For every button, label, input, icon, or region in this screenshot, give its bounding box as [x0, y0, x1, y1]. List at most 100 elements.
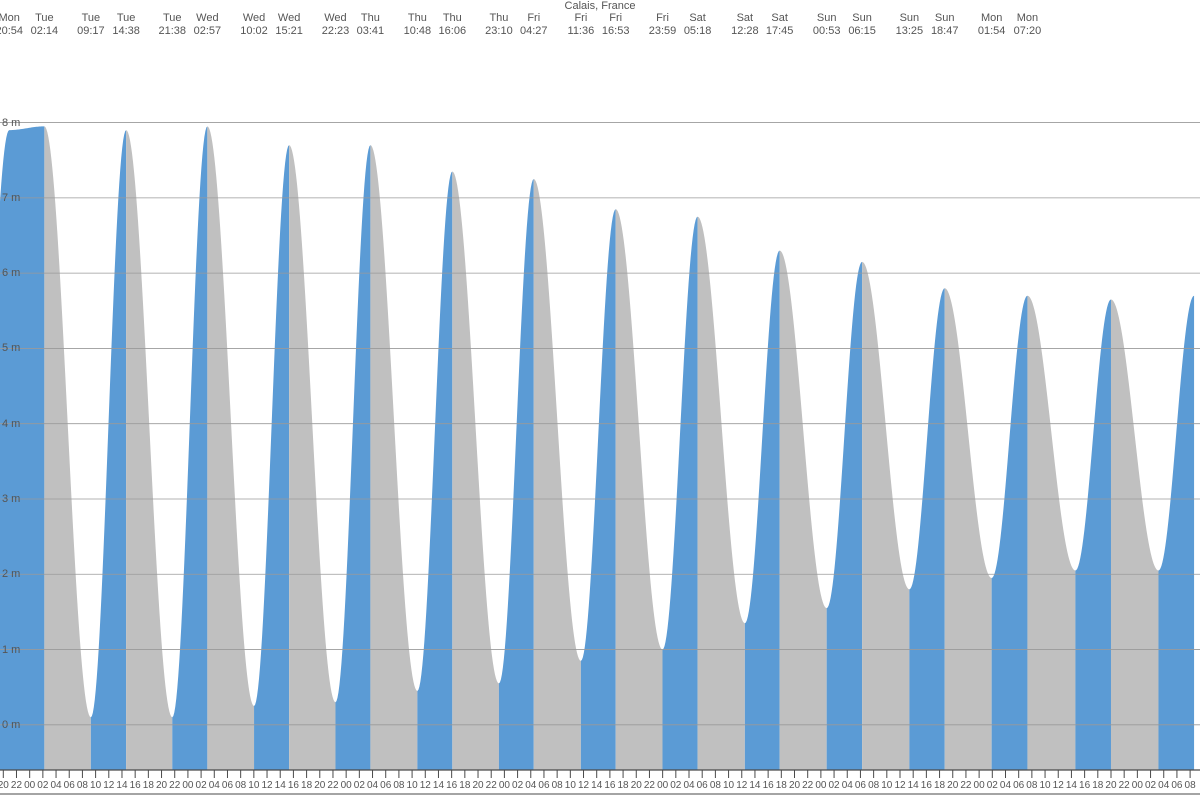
tide-day: Tue: [31, 12, 59, 25]
hour-label: 02: [987, 780, 998, 791]
tide-segment: [172, 126, 207, 770]
tide-segment: [254, 145, 289, 770]
y-axis-label: 0 m: [2, 719, 20, 731]
y-axis-label: 5 m: [2, 342, 20, 354]
tide-time: 16:53: [602, 25, 630, 38]
hour-label: 12: [420, 780, 431, 791]
tide-day: Tue: [77, 12, 105, 25]
hour-label: 12: [736, 780, 747, 791]
tide-time-label: Sat12:28: [731, 12, 759, 38]
tide-time: 13:25: [896, 25, 924, 38]
tide-time: 14:38: [112, 25, 140, 38]
tide-segment: [1075, 299, 1111, 770]
tide-day: Fri: [520, 12, 548, 25]
y-axis-label: 2 m: [2, 568, 20, 580]
tide-time-label: Wed22:23: [322, 12, 350, 38]
tide-day: Wed: [275, 12, 303, 25]
tide-day: Sun: [931, 12, 959, 25]
tide-time: 22:23: [322, 25, 350, 38]
hour-label: 06: [1013, 780, 1024, 791]
tide-segment: [909, 288, 944, 770]
tide-time-label: Mon01:54: [978, 12, 1006, 38]
hour-label: 10: [1039, 780, 1050, 791]
tide-time: 07:20: [1014, 25, 1042, 38]
tide-day: Sat: [731, 12, 759, 25]
hour-label: 12: [261, 780, 272, 791]
tide-time: 23:59: [649, 25, 677, 38]
tide-segment: [1158, 296, 1194, 770]
tide-segment: [827, 262, 862, 770]
tide-day: Thu: [485, 12, 513, 25]
tide-time: 01:54: [978, 25, 1006, 38]
hour-label: 06: [855, 780, 866, 791]
tide-day: Thu: [357, 12, 385, 25]
tide-segment: [289, 145, 335, 770]
tide-time-label: Sun18:47: [931, 12, 959, 38]
tide-time: 03:41: [357, 25, 385, 38]
tide-segment: [663, 217, 698, 770]
tide-day: Tue: [159, 12, 187, 25]
hour-label: 08: [1026, 780, 1037, 791]
tide-time: 05:18: [684, 25, 712, 38]
y-axis-label: 4 m: [2, 418, 20, 430]
hour-label: 10: [90, 780, 101, 791]
hour-label: 04: [683, 780, 694, 791]
hour-label: 20: [0, 780, 9, 791]
tide-day: Sun: [848, 12, 876, 25]
tide-segment: [0, 126, 44, 770]
hour-label: 04: [842, 780, 853, 791]
hour-label: 22: [644, 780, 655, 791]
tide-time-label: Fri11:36: [568, 12, 595, 38]
hour-label: 06: [222, 780, 233, 791]
hour-label: 20: [472, 780, 483, 791]
hour-label: 16: [446, 780, 457, 791]
hour-label: 12: [578, 780, 589, 791]
tide-time: 12:28: [731, 25, 759, 38]
tide-day: Wed: [322, 12, 350, 25]
tide-time-label: Thu10:48: [404, 12, 432, 38]
tide-time: 11:36: [568, 25, 595, 38]
tide-time: 10:02: [240, 25, 268, 38]
hour-label: 06: [64, 780, 75, 791]
hour-label: 16: [130, 780, 141, 791]
y-axis-label: 3 m: [2, 493, 20, 505]
y-axis-label: 1 m: [2, 644, 20, 656]
tide-segment: [862, 262, 909, 770]
tide-time-label: Wed10:02: [240, 12, 268, 38]
hour-label: 10: [248, 780, 259, 791]
hour-label: 08: [235, 780, 246, 791]
hour-label: 22: [11, 780, 22, 791]
hour-label: 12: [1053, 780, 1064, 791]
tide-segment: [370, 145, 417, 770]
tide-chart: Calais, France 0 m1 m2 m3 m4 m5 m6 m7 m8…: [0, 0, 1200, 800]
hour-label: 14: [591, 780, 602, 791]
hour-label: 22: [1119, 780, 1130, 791]
tide-segment: [126, 130, 172, 770]
tide-time: 18:47: [931, 25, 959, 38]
hour-label: 18: [143, 780, 154, 791]
hour-label: 18: [776, 780, 787, 791]
hour-label: 18: [618, 780, 629, 791]
hour-label: 20: [789, 780, 800, 791]
hour-label: 22: [169, 780, 180, 791]
tide-time: 15:21: [275, 25, 303, 38]
tide-time: 23:10: [485, 25, 513, 38]
tide-day: Fri: [649, 12, 677, 25]
hour-label: 18: [1092, 780, 1103, 791]
hour-label: 02: [829, 780, 840, 791]
tide-segment: [1027, 296, 1075, 770]
tide-day: Tue: [112, 12, 140, 25]
tide-day: Sun: [813, 12, 841, 25]
tide-segment: [992, 296, 1028, 770]
hour-label: 10: [881, 780, 892, 791]
tide-time-label: Tue09:17: [77, 12, 105, 38]
tide-time: 21:38: [159, 25, 187, 38]
hour-label: 00: [815, 780, 826, 791]
tide-day: Fri: [568, 12, 595, 25]
tide-day: Mon: [0, 12, 23, 25]
hour-label: 04: [1000, 780, 1011, 791]
tide-day: Thu: [404, 12, 432, 25]
hour-label: 14: [749, 780, 760, 791]
tide-segment: [417, 172, 452, 770]
chart-svg: [0, 0, 1200, 800]
